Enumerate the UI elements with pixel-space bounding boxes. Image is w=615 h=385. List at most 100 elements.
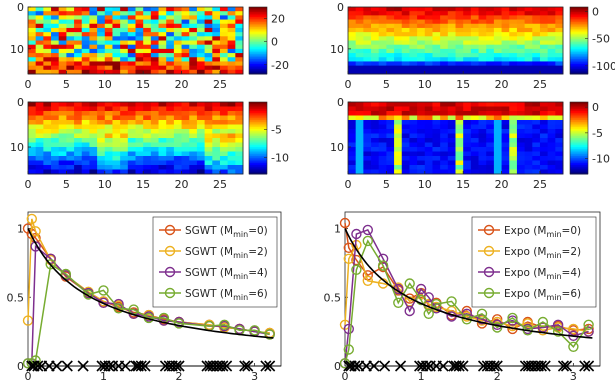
heatmap-cell [104, 7, 113, 12]
cross-stroke [217, 360, 229, 372]
heatmap-cell [532, 11, 541, 16]
heatmap-cell [516, 23, 526, 29]
heatmap-cell [196, 138, 206, 143]
heatmap-cell [555, 156, 564, 161]
heatmap-cell [181, 57, 190, 62]
heatmap-cell [235, 27, 244, 33]
data-point [423, 308, 434, 319]
colorbar-segment [249, 60, 267, 63]
heatmap-cell [35, 120, 44, 125]
heatmap-cell [143, 115, 152, 121]
heatmap-cell [51, 61, 60, 67]
heatmap-cell [394, 32, 403, 37]
heatmap-cell [66, 160, 75, 166]
heatmap-cell [409, 27, 418, 33]
heatmap-cell [219, 102, 229, 107]
heatmap-cell [196, 69, 206, 75]
heatmap-cell [227, 15, 236, 20]
heatmap-cell [363, 48, 372, 54]
heatmap-cell [35, 15, 44, 20]
heatmap-cell [135, 11, 144, 16]
heatmap-cell [66, 61, 75, 67]
heatmap-cell [432, 124, 441, 130]
heatmap-cell [378, 120, 387, 125]
heatmap-cell [401, 40, 410, 46]
heatmap-cell [547, 23, 556, 29]
heatmap-cell [394, 133, 403, 139]
heatmap-cell [135, 133, 144, 139]
heatmap-cell [97, 23, 106, 29]
heatmap-cell [478, 53, 487, 58]
heatmap-cell [196, 15, 206, 20]
heatmap-cell [28, 11, 37, 16]
x-tick-label: 20 [495, 178, 509, 191]
heatmap-cell [35, 44, 44, 50]
data-point [98, 297, 109, 308]
heatmap-cell [51, 133, 60, 139]
heatmap-cell [219, 27, 229, 33]
cross-stroke [583, 360, 595, 372]
heatmap-cell [35, 23, 44, 29]
heatmap-cell [516, 147, 526, 152]
heatmap-cell [127, 11, 136, 16]
data-point [30, 226, 41, 237]
heatmap-cell [112, 69, 121, 75]
heatmap-cell [432, 7, 441, 12]
heatmap-cell [478, 61, 487, 67]
heatmap-cell [212, 115, 221, 121]
heatmap-cell [166, 65, 175, 71]
heatmap-cell [493, 57, 502, 62]
heatmap-cell [150, 156, 159, 161]
heatmap-cell [386, 111, 395, 116]
heatmap-cell [424, 142, 433, 148]
colorbar-segment [570, 114, 588, 117]
heatmap-cell [378, 156, 387, 161]
heatmap-cell [371, 169, 380, 175]
heatmap-cell [235, 106, 244, 112]
heatmap-cell [394, 142, 403, 148]
heatmap-cell [181, 165, 190, 170]
heatmap-cell [28, 65, 37, 71]
heatmap-cell [158, 142, 167, 148]
heatmap-cell [66, 169, 75, 175]
heatmap-cell [173, 23, 182, 29]
heatmap-cell [143, 142, 152, 148]
heatmap-cell [97, 57, 106, 62]
heatmap-cell [493, 120, 502, 125]
x-tick-label: 0 [25, 370, 32, 383]
heatmap-cell [363, 53, 372, 58]
cross-marker [557, 360, 570, 372]
heatmap-cell [509, 15, 518, 20]
heatmap-cell [158, 138, 167, 143]
heatmap-cell [166, 11, 175, 16]
heatmap-cell [143, 138, 152, 143]
heatmap-cell [501, 48, 510, 54]
heatmap-cell [143, 129, 152, 134]
heatmap-cell [409, 124, 418, 130]
heatmap-cell [173, 115, 182, 121]
heatmap-cell [97, 7, 106, 12]
heatmap-cell [532, 165, 541, 170]
heatmap-cell [386, 61, 395, 67]
heatmap-cell [501, 23, 510, 29]
heatmap-cell [51, 129, 60, 134]
colorbar-segment [570, 58, 588, 62]
heatmap-cell [81, 11, 90, 16]
colorbar-segment [249, 47, 267, 50]
colorbar-segment [249, 10, 267, 13]
heatmap-cell [166, 151, 175, 157]
heatmap-cell [532, 160, 541, 166]
heatmap-cell [447, 124, 456, 130]
heatmap-cell [447, 156, 456, 161]
heatmap-cell [120, 115, 129, 121]
heatmap-cell [89, 36, 98, 41]
colorbar-segment [249, 156, 267, 159]
heatmap-cell [112, 65, 121, 71]
heatmap-cell [355, 133, 364, 139]
heatmap-cell [189, 7, 198, 12]
heatmap-cell [486, 36, 495, 41]
heatmap-cell [212, 120, 221, 125]
heatmap-cell [173, 169, 182, 175]
colorbar-segment [249, 40, 267, 43]
heatmap-cell [104, 133, 113, 139]
